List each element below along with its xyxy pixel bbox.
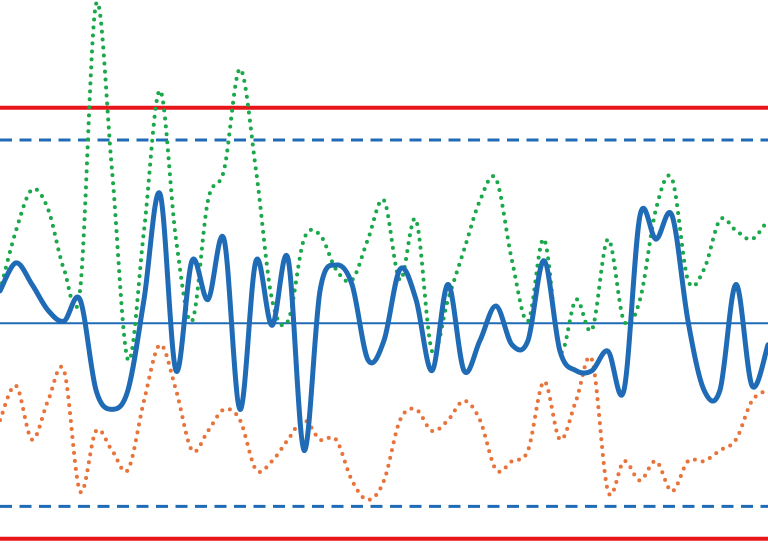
data-line — [0, 190, 768, 453]
data-line — [0, 0, 768, 363]
data-line — [0, 342, 768, 502]
